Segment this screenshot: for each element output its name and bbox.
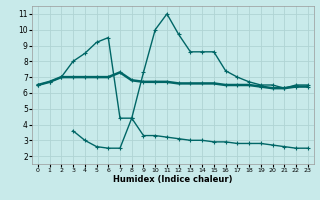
X-axis label: Humidex (Indice chaleur): Humidex (Indice chaleur): [113, 175, 233, 184]
